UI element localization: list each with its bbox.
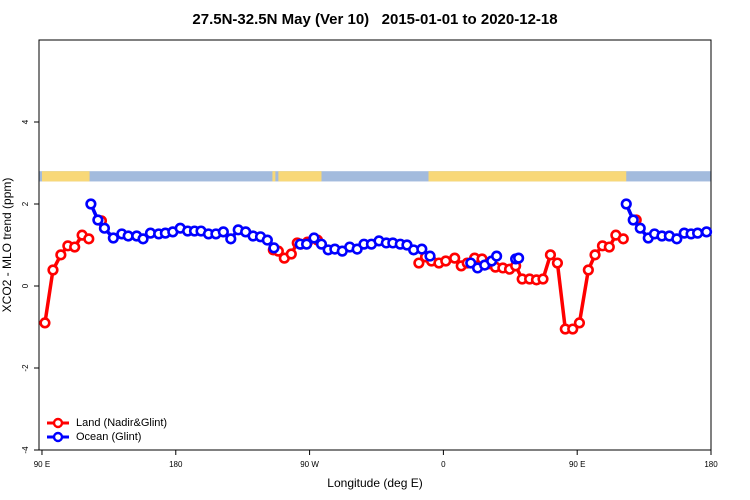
y-tick-label: 4	[21, 119, 30, 124]
data-point	[55, 249, 67, 261]
x-tick-label: 90 E	[569, 460, 585, 469]
data-point	[544, 249, 557, 261]
data-point	[567, 323, 579, 335]
data-point	[589, 249, 601, 261]
x-tick-label: 90 W	[300, 460, 319, 469]
data-point	[671, 233, 683, 245]
y-tick-label: -2	[21, 364, 30, 372]
land-band	[272, 171, 276, 182]
data-point	[551, 257, 564, 269]
data-point	[582, 264, 594, 276]
data-point	[617, 233, 629, 245]
data-point	[217, 226, 229, 238]
land-band	[278, 171, 322, 182]
data-point	[315, 238, 328, 250]
data-point	[285, 248, 297, 260]
data-point	[627, 214, 639, 226]
x-tick-label: 180	[169, 460, 183, 469]
x-axis-label: Longitude (deg E)	[327, 476, 422, 490]
data-point	[98, 222, 111, 234]
legend-marker	[52, 417, 64, 429]
data-point	[85, 198, 97, 210]
data-point	[440, 255, 452, 267]
y-tick-label: 2	[21, 201, 30, 206]
plot-frame	[38, 39, 712, 451]
data-point	[449, 252, 461, 264]
data-point	[692, 227, 704, 239]
data-point	[416, 243, 428, 255]
x-tick-label: 0	[441, 460, 446, 469]
data-point	[634, 222, 646, 234]
data-point	[537, 273, 549, 285]
legend-label: Land (Nadir&Glint)	[76, 417, 167, 429]
y-tick-label: -4	[21, 446, 30, 454]
legend-marker	[52, 431, 64, 443]
data-point	[620, 198, 632, 210]
x-tick-label: 180	[704, 460, 718, 469]
data-point	[700, 226, 713, 238]
y-tick-label: 0	[21, 283, 30, 288]
data-point	[603, 241, 615, 253]
data-point	[137, 233, 149, 245]
data-point	[225, 233, 237, 245]
chart-title: 27.5N-32.5N May (Ver 10) 2015-01-01 to 2…	[192, 11, 557, 28]
data-point	[39, 317, 51, 329]
data-point	[573, 317, 586, 329]
y-axis-label: XCO2 - MLO trend (ppm)	[0, 178, 14, 313]
data-point	[69, 241, 81, 253]
data-point	[47, 264, 59, 276]
land-band	[41, 171, 90, 182]
data-point	[308, 232, 320, 244]
data-point	[413, 257, 425, 269]
ocean-band	[39, 171, 711, 182]
x-tick-label: 90 E	[34, 460, 50, 469]
data-point	[491, 250, 503, 262]
data-point	[92, 214, 104, 226]
data-point	[424, 250, 436, 262]
data-point	[83, 233, 95, 245]
land-band	[428, 171, 627, 182]
data-point	[261, 234, 273, 246]
data-point	[301, 238, 313, 250]
data-point	[107, 232, 119, 244]
data-point	[268, 242, 280, 254]
data-point	[513, 252, 525, 264]
legend-label: Ocean (Glint)	[76, 431, 141, 443]
